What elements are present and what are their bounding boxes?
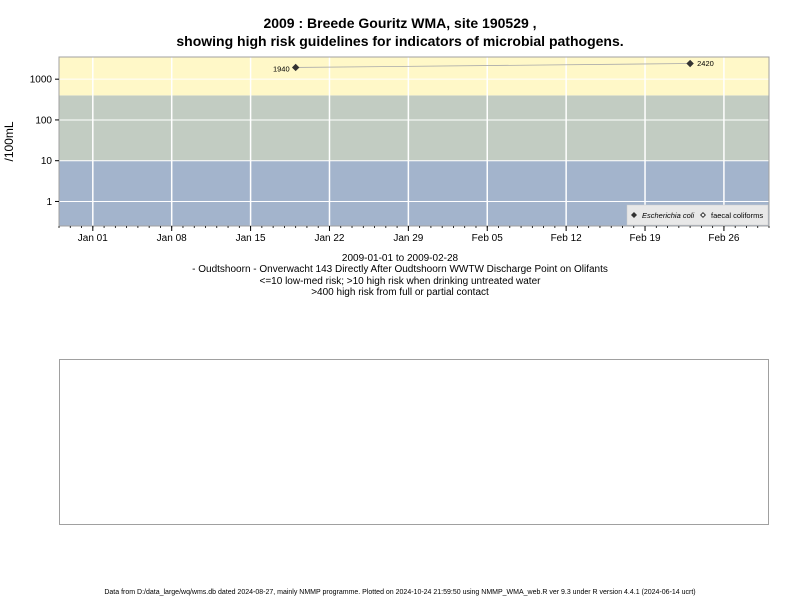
legend-marker-faecal	[699, 211, 707, 219]
risk-note-drinking: <=10 low-med risk; >10 high risk when dr…	[259, 276, 541, 287]
data-point-0-1	[686, 59, 694, 68]
pathogen-chart: 1 10 100 1000/100mL Jan 01 Jan 08 Jan 15 Jan 2…	[2, 56, 770, 244]
footer-note: Data from D:/data_large/wq/wms.db dated …	[104, 589, 696, 596]
y-axis: 1 10 100 1000/100mL	[2, 75, 59, 208]
y-axis-label: /100mL	[2, 121, 16, 161]
chart-title-line-2: showing high risk guidelines for indicat…	[176, 33, 624, 49]
x-tick-label: Jan 22	[314, 233, 344, 244]
x-tick-label: Feb 26	[708, 233, 740, 244]
risk-band-3	[59, 57, 769, 96]
data-label: 1940	[273, 64, 290, 73]
x-tick-label: Feb 12	[551, 233, 583, 244]
chart-legend: Escherichia coli faecal coliforms	[626, 204, 769, 226]
y-tick-label: 10	[41, 156, 53, 167]
legend-marker-ecoli	[630, 211, 638, 219]
legend-label-faecal: faecal coliforms	[711, 211, 763, 220]
x-tick-label: Feb 19	[629, 233, 661, 244]
data-label: 2420	[697, 59, 714, 68]
x-tick-label: Jan 08	[157, 233, 187, 244]
chart-title-line-1: 2009 : Breede Gouritz WMA, site 190529 ,	[263, 15, 537, 31]
x-tick-label: Jan 15	[236, 233, 266, 244]
risk-note-contact: >400 high risk from full or partial cont…	[311, 287, 489, 298]
x-axis: Jan 01 Jan 08 Jan 15 Jan 22 Jan 29 Feb 05 Feb …	[58, 226, 770, 244]
y-tick-label: 1000	[30, 75, 53, 86]
y-tick-label: 100	[35, 115, 52, 126]
risk-bands	[59, 57, 769, 226]
plot-frame	[58, 56, 770, 227]
x-tick-label: Jan 29	[393, 233, 423, 244]
series-line-0	[295, 63, 691, 68]
x-tick-label: Jan 01	[78, 233, 108, 244]
data-series: 1940 2420	[273, 59, 714, 73]
y-tick-label: 1	[46, 197, 52, 208]
date-range: 2009-01-01 to 2009-02-28	[341, 253, 459, 264]
legend-label-ecoli: Escherichia coli	[642, 211, 694, 220]
empty-plot-panel	[59, 359, 769, 525]
site-description: - Oudtshoorn - Onverwacht 143 Directly A…	[192, 264, 608, 275]
legend-box	[626, 204, 769, 226]
risk-band-2	[59, 95, 769, 161]
grid-lines	[59, 57, 769, 226]
x-tick-label: Feb 05	[472, 233, 504, 244]
data-point-0-0	[291, 63, 300, 72]
